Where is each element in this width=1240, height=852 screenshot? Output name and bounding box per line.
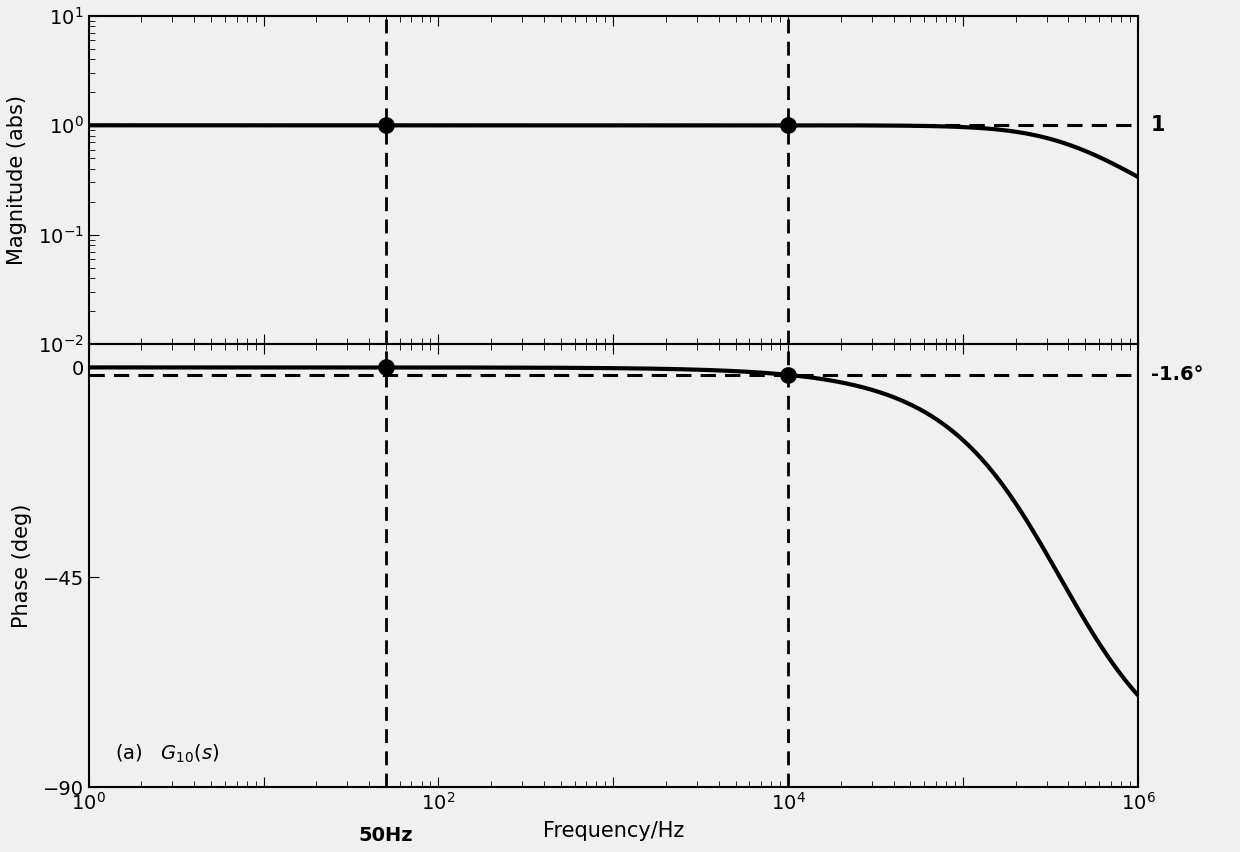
Y-axis label: Magnitude (abs): Magnitude (abs) — [7, 95, 27, 265]
Text: (a)   $G_{10}(s)$: (a) $G_{10}(s)$ — [115, 743, 219, 765]
Y-axis label: Phase (deg): Phase (deg) — [11, 504, 31, 628]
Text: 50Hz: 50Hz — [358, 826, 413, 845]
Text: 1: 1 — [1151, 115, 1166, 135]
X-axis label: Frequency/Hz: Frequency/Hz — [543, 820, 684, 841]
Text: -1.6°: -1.6° — [1151, 366, 1203, 384]
